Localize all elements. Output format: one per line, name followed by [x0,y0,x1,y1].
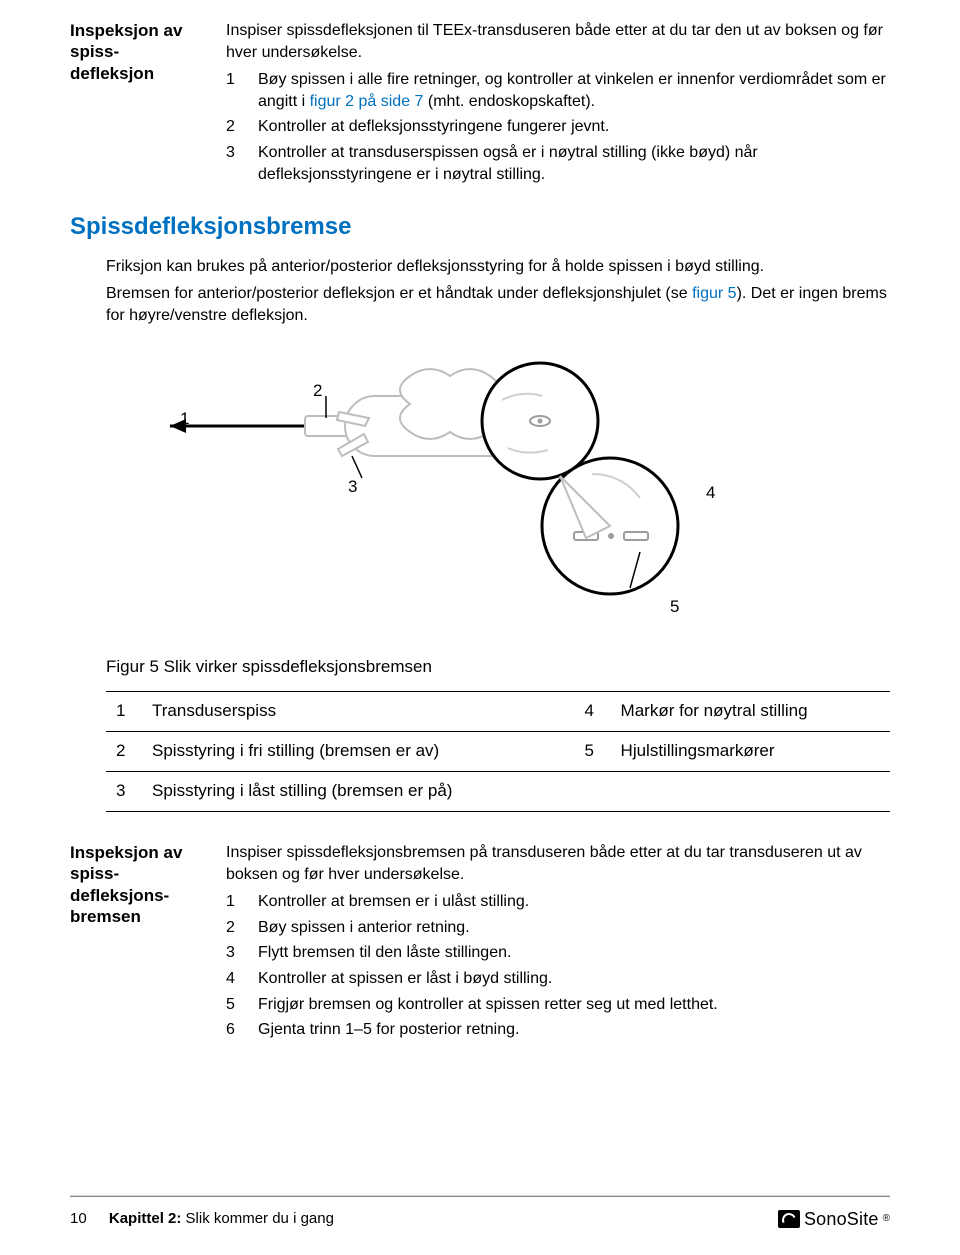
brake-diagram-svg [130,356,750,616]
step-number: 1 [226,891,240,913]
legend-text: Spisstyring i fri stilling (bremsen er a… [142,732,575,772]
block1-step-2: 2 Kontroller at defleksjonsstyringene fu… [226,116,890,138]
legend-num [575,772,611,812]
page-number: 10 [70,1210,87,1227]
legend-text [611,772,890,812]
block1-step-1: 1 Bøy spissen i alle fire retninger, og … [226,69,890,112]
legend-num: 2 [106,732,142,772]
figure-label-3: 3 [348,476,357,499]
block2-step-6: 6 Gjenta trinn 1–5 for posterior retning… [226,1019,890,1041]
figure-legend-table: 1 Transduserspiss 4 Markør for nøytral s… [106,691,890,812]
legend-num: 4 [575,692,611,732]
figure-2-link[interactable]: figur 2 på side 7 [310,93,424,110]
table-row: 3 Spisstyring i låst stilling (bremsen e… [106,772,890,812]
legend-num: 3 [106,772,142,812]
step-number: 6 [226,1019,240,1041]
step-text: Flytt bremsen til den låste stillingen. [258,942,890,964]
footer-rule [70,1196,890,1197]
footer-left: 10 Kapittel 2: Slik kommer du i gang [70,1209,334,1229]
step-text: Kontroller at transduserspissen også er … [258,142,890,185]
inspection-brake-block: Inspeksjon av spiss-defleksjons-bremsen … [70,842,890,1041]
step-text: Kontroller at spissen er låst i bøyd sti… [258,968,890,990]
step-text: Frigjør bremsen og kontroller at spissen… [258,994,890,1016]
legend-num: 1 [106,692,142,732]
table-row: 2 Spisstyring i fri stilling (bremsen er… [106,732,890,772]
step-text: Bøy spissen i alle fire retninger, og ko… [258,69,890,112]
para2-a: Bremsen for anterior/posterior defleksjo… [106,285,692,302]
step-text: Kontroller at bremsen er i ulåst stillin… [258,891,890,913]
section-para-2: Bremsen for anterior/posterior defleksjo… [106,283,890,326]
block2-heading: Inspeksjon av spiss-defleksjons-bremsen [70,842,202,1041]
step-number: 3 [226,142,240,185]
legend-text: Hjulstillingsmarkører [611,732,890,772]
block2-step-2: 2 Bøy spissen i anterior retning. [226,917,890,939]
logo-text: SonoSite [804,1207,879,1231]
sonosite-logo: SonoSite ® [778,1207,890,1231]
figure-label-5: 5 [670,596,679,619]
legend-text: Markør for nøytral stilling [611,692,890,732]
table-row: 1 Transduserspiss 4 Markør for nøytral s… [106,692,890,732]
block2-step-5: 5 Frigjør bremsen og kontroller at spiss… [226,994,890,1016]
step-number: 5 [226,994,240,1016]
figure-label-2: 2 [313,380,322,403]
chapter-text: Slik kommer du i gang [181,1210,334,1227]
figure-label-4: 4 [706,482,715,505]
block2-step-3: 3 Flytt bremsen til den låste stillingen… [226,942,890,964]
step-number: 3 [226,942,240,964]
legend-text: Transduserspiss [142,692,575,732]
page-footer: 10 Kapittel 2: Slik kommer du i gang Son… [70,1207,890,1231]
legend-num: 5 [575,732,611,772]
block2-intro: Inspiser spissdefleksjonsbremsen på tran… [226,842,890,885]
block1-step-3: 3 Kontroller at transduserspissen også e… [226,142,890,185]
step-number: 1 [226,69,240,112]
legend-text: Spisstyring i låst stilling (bremsen er … [142,772,575,812]
block1-heading: Inspeksjon av spiss-defleksjon [70,20,202,185]
block2-step-1: 1 Kontroller at bremsen er i ulåst still… [226,891,890,913]
chapter-ref: Kapittel 2: Slik kommer du i gang [109,1210,334,1227]
step-text: Gjenta trinn 1–5 for posterior retning. [258,1019,890,1041]
step-number: 4 [226,968,240,990]
figure-5: 1 2 3 4 5 [70,356,890,646]
step-text: Bøy spissen i anterior retning. [258,917,890,939]
section-body: Friksjon kan brukes på anterior/posterio… [106,256,890,327]
figure-label-1: 1 [180,408,189,431]
inspection-tip-deflection-block: Inspeksjon av spiss-defleksjon Inspiser … [70,20,890,185]
figure-5-link[interactable]: figur 5 [692,285,736,302]
block2-body: Inspiser spissdefleksjonsbremsen på tran… [226,842,890,1041]
section-para-1: Friksjon kan brukes på anterior/posterio… [106,256,890,278]
block1-intro: Inspiser spissdefleksjonen til TEEx-tran… [226,20,890,63]
block2-step-4: 4 Kontroller at spissen er låst i bøyd s… [226,968,890,990]
step-number: 2 [226,917,240,939]
logo-dot-icon: ® [883,1212,890,1226]
block1-body: Inspiser spissdefleksjonen til TEEx-tran… [226,20,890,185]
step-text-b: (mht. endoskopskaftet). [423,93,595,110]
figure-caption: Figur 5 Slik virker spissdefleksjonsbrem… [106,656,890,679]
section-heading: Spissdefleksjonsbremse [70,211,890,243]
step-text: Kontroller at defleksjonsstyringene fung… [258,116,890,138]
chapter-label: Kapittel 2: [109,1210,182,1227]
logo-mark-icon [778,1210,800,1228]
step-number: 2 [226,116,240,138]
